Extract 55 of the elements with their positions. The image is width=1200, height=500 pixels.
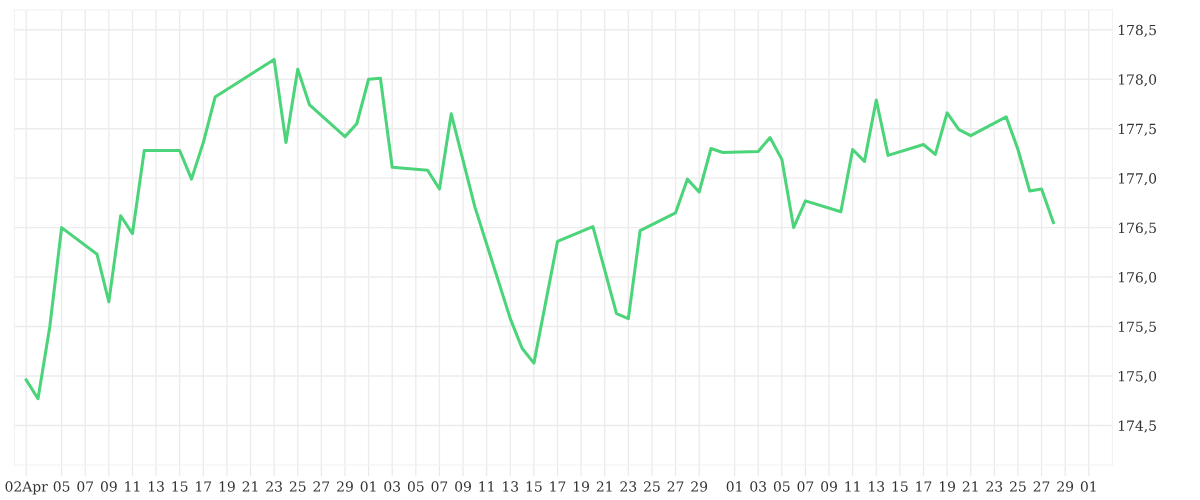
line-series — [24, 57, 1055, 401]
x-tick-label: 21 — [962, 481, 978, 492]
x-tick-label: 02Apr — [5, 481, 48, 495]
x-tick-label: 03 — [750, 481, 767, 492]
x-tick-label: 15 — [172, 481, 188, 492]
x-tick-label: 01 — [1080, 481, 1096, 492]
x-tick-label: 13 — [148, 481, 164, 492]
y-tick-label: 177,5 — [1118, 123, 1156, 136]
x-tick-label: 19 — [939, 481, 956, 492]
x-tick-label: 21 — [596, 481, 612, 492]
x-tick-label: 29 — [691, 481, 708, 492]
x-tick-label: 09 — [455, 481, 471, 492]
x-tick-label: 27 — [667, 481, 684, 492]
x-tick-label: 15 — [892, 481, 908, 492]
x-tick-label: 29 — [337, 481, 353, 492]
x-tick-label: 11 — [125, 481, 140, 492]
x-tick-label: 01 — [360, 481, 376, 492]
x-tick-label: 13 — [503, 481, 519, 492]
x-tick-label: 05 — [53, 481, 70, 492]
x-tick-label: 11 — [845, 481, 860, 492]
x-tick-label: 27 — [1033, 481, 1050, 492]
x-tick-label: 05 — [773, 481, 790, 492]
x-tick-label: 23 — [620, 481, 637, 492]
x-tick-label: 07 — [431, 481, 448, 492]
y-tick-label: 175,0 — [1118, 370, 1157, 384]
x-tick-label: 21 — [242, 481, 258, 492]
y-tick-label: 176,0 — [1118, 272, 1157, 285]
y-tick-label: 178,5 — [1118, 24, 1156, 37]
y-tick-label: 176,5 — [1118, 222, 1156, 235]
x-tick-label: 09 — [100, 481, 117, 492]
x-tick-label: 25 — [289, 481, 306, 492]
x-tick-label: 25 — [1010, 481, 1026, 492]
x-tick-label: 01 — [726, 481, 742, 492]
x-tick-label: 15 — [526, 481, 542, 492]
x-tick-label: 29 — [1057, 481, 1074, 492]
y-tick-label: 174,5 — [1118, 420, 1156, 433]
x-tick-label: 27 — [313, 481, 330, 492]
x-tick-label: 17 — [196, 481, 212, 492]
x-tick-label: 03 — [384, 481, 401, 492]
x-tick-label: 23 — [266, 481, 282, 492]
y-tick-label: 175,5 — [1118, 321, 1156, 334]
x-tick-label: 07 — [77, 481, 94, 492]
x-tick-label: 11 — [479, 481, 494, 492]
y-tick-label: 177,0 — [1118, 173, 1157, 186]
x-tick-label: 13 — [869, 481, 885, 492]
x-tick-label: 23 — [986, 481, 1003, 492]
x-tick-label: 17 — [916, 481, 932, 492]
x-tick-label: 09 — [821, 481, 837, 492]
y-tick-label: 178,0 — [1118, 74, 1157, 87]
x-tick-label: 07 — [797, 481, 814, 492]
x-tick-label: 25 — [644, 481, 660, 492]
x-tick-label: 19 — [219, 481, 235, 492]
x-tick-label: 17 — [550, 481, 566, 492]
x-tick-label: 05 — [407, 481, 424, 492]
x-tick-label: 19 — [573, 481, 590, 492]
